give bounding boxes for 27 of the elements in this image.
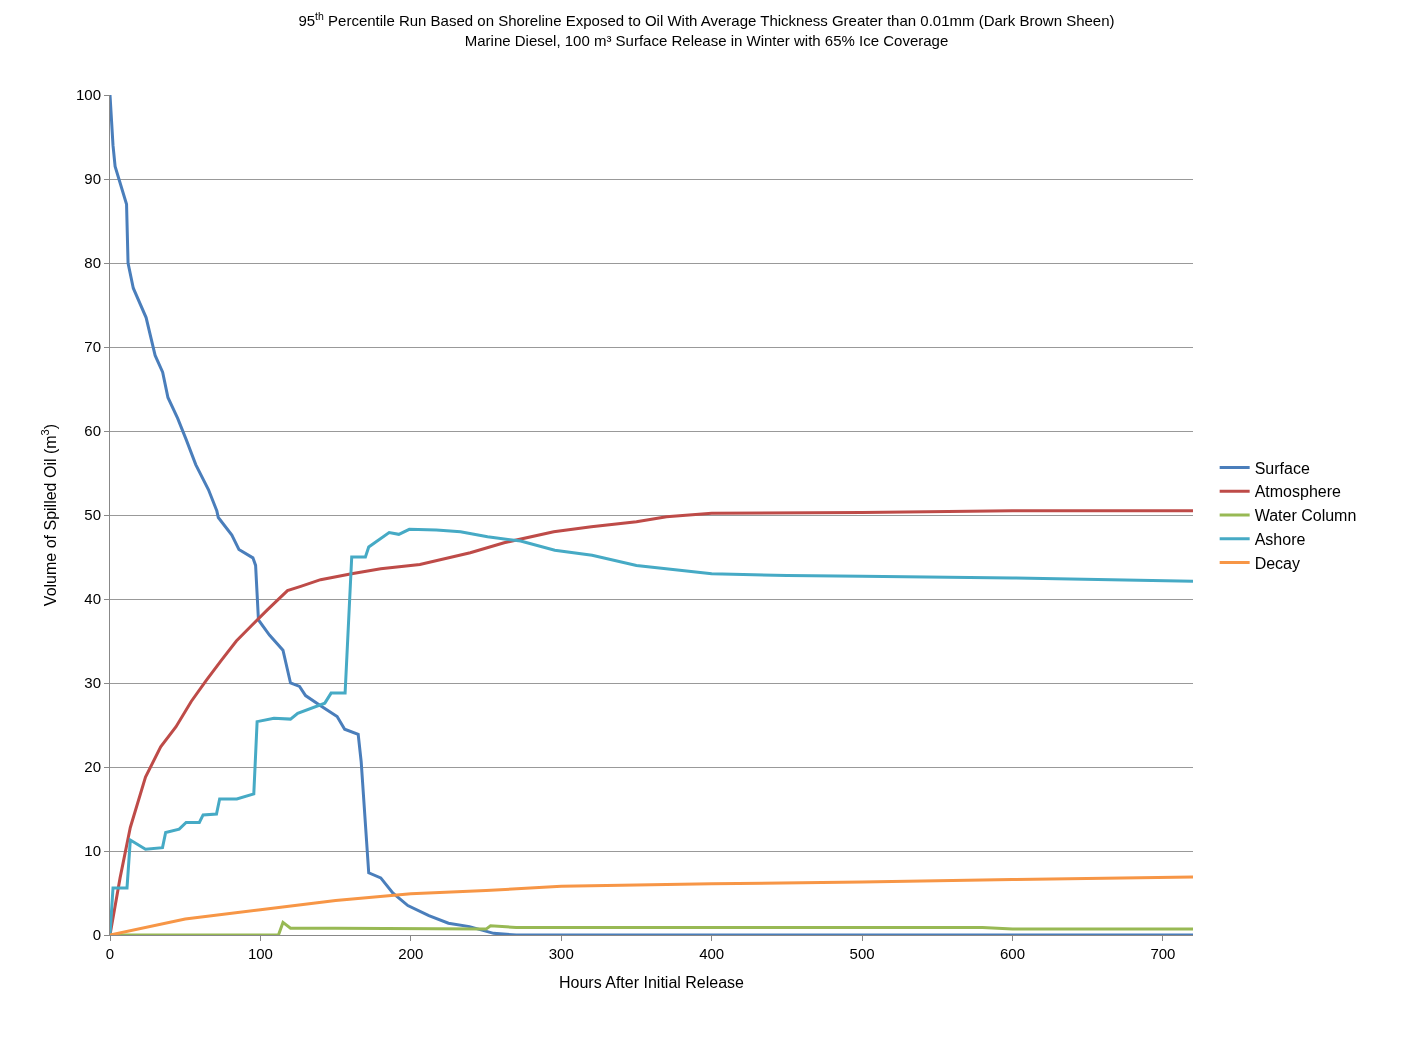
legend-label: Decay bbox=[1254, 554, 1301, 572]
x-tick-label: 700 bbox=[1150, 945, 1176, 962]
y-tick-label: 20 bbox=[84, 758, 101, 776]
x-tick-label: 400 bbox=[699, 945, 725, 962]
y-tick-label: 30 bbox=[84, 674, 101, 692]
y-tick-label: 60 bbox=[84, 422, 101, 440]
y-tick-label: 40 bbox=[84, 590, 101, 608]
chart-title: 95$^{th}$ Percentile Run Based on Shoreline Exposed to Oil With Average Thickness Greater than 0.01mm (Dark Brown Sheen) bbox=[298, 9, 1115, 30]
x-tick-label: 500 bbox=[849, 945, 875, 962]
legend-label: Water Column bbox=[1254, 507, 1357, 525]
x-tick-label: 0 bbox=[105, 945, 115, 962]
y-tick-label: 0 bbox=[92, 926, 101, 944]
y-tick-label: 100 bbox=[75, 86, 101, 104]
x-tick-label: 300 bbox=[548, 945, 574, 962]
legend-label: Atmosphere bbox=[1254, 483, 1342, 501]
x-tick-label: 200 bbox=[398, 945, 424, 962]
x-tick-label: 100 bbox=[247, 945, 273, 962]
x-axis-title: Hours After Initial Release bbox=[559, 973, 745, 991]
y-tick-label: 10 bbox=[84, 842, 101, 860]
y-tick-label: 70 bbox=[84, 338, 101, 356]
legend-label: Surface bbox=[1254, 459, 1310, 477]
y-tick-label: 90 bbox=[84, 170, 101, 188]
y-tick-label: 50 bbox=[84, 506, 101, 524]
y-tick-label: 80 bbox=[84, 254, 101, 272]
chart-subtitle: Marine Diesel, 100 m³ Surface Release in Winter with 65% Ice Coverage bbox=[464, 31, 949, 49]
legend-label: Ashore bbox=[1254, 531, 1306, 549]
x-tick-label: 600 bbox=[999, 945, 1026, 962]
